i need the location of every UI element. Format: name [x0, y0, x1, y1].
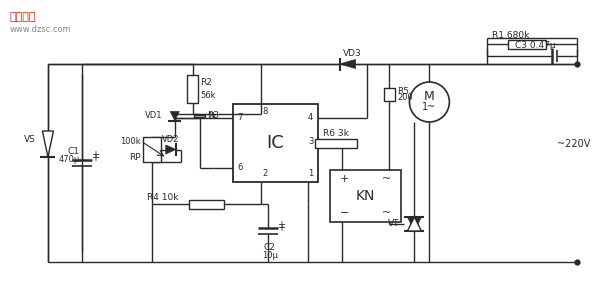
Text: 7: 7: [237, 112, 242, 121]
Text: M: M: [424, 91, 435, 103]
Text: VT: VT: [388, 220, 400, 229]
Text: +: +: [340, 174, 349, 184]
Text: 维库一下: 维库一下: [10, 12, 37, 22]
Polygon shape: [340, 60, 356, 69]
Text: +: +: [277, 223, 284, 233]
Text: 4: 4: [308, 112, 313, 121]
Text: +: +: [277, 220, 284, 230]
Polygon shape: [407, 217, 421, 231]
Text: RP: RP: [129, 152, 141, 161]
Text: R6 3k: R6 3k: [323, 129, 349, 138]
Bar: [194, 115, 205, 117]
Text: 1: 1: [308, 169, 313, 178]
Text: 470μ: 470μ: [59, 156, 80, 164]
Polygon shape: [43, 131, 53, 157]
Text: +: +: [91, 150, 99, 160]
Text: IC: IC: [266, 134, 284, 152]
Text: 6: 6: [237, 163, 242, 171]
Text: 10μ: 10μ: [262, 251, 278, 260]
Text: C2: C2: [263, 244, 275, 253]
Text: +: +: [91, 153, 99, 163]
Bar: [187, 75, 198, 103]
Bar: [508, 39, 546, 48]
Text: R5: R5: [397, 86, 409, 95]
Text: ~: ~: [382, 208, 391, 218]
Text: 8: 8: [262, 107, 268, 117]
Text: R4 10k: R4 10k: [147, 192, 178, 201]
Text: C1: C1: [68, 147, 80, 156]
Text: 1~: 1~: [422, 102, 437, 112]
Text: 3: 3: [308, 138, 313, 147]
Text: C3 0.47μ: C3 0.47μ: [515, 41, 555, 51]
Text: 100k: 100k: [120, 138, 141, 147]
Text: R2: R2: [200, 78, 212, 87]
Text: VD2: VD2: [162, 135, 179, 145]
Text: VD3: VD3: [343, 49, 362, 58]
Text: 200: 200: [397, 93, 413, 102]
Text: ~220V: ~220V: [557, 139, 590, 149]
Text: www.dzsc.com: www.dzsc.com: [10, 25, 72, 34]
Text: 1k: 1k: [207, 112, 217, 121]
Bar: [384, 88, 395, 101]
Text: ~: ~: [382, 174, 391, 184]
Bar: [143, 137, 161, 162]
Text: VS: VS: [24, 135, 36, 145]
Text: VD1: VD1: [145, 112, 162, 121]
Text: KN: KN: [356, 189, 375, 203]
Bar: [233, 104, 317, 182]
Text: R3: R3: [207, 111, 219, 120]
Text: 2: 2: [262, 169, 267, 178]
Bar: [189, 199, 224, 208]
Polygon shape: [407, 217, 421, 231]
Text: 56k: 56k: [200, 91, 216, 100]
Bar: [314, 138, 356, 147]
Text: R1 680k: R1 680k: [493, 31, 530, 40]
Polygon shape: [170, 112, 179, 121]
Polygon shape: [166, 145, 176, 154]
Text: −: −: [340, 208, 349, 218]
Bar: [329, 170, 401, 222]
